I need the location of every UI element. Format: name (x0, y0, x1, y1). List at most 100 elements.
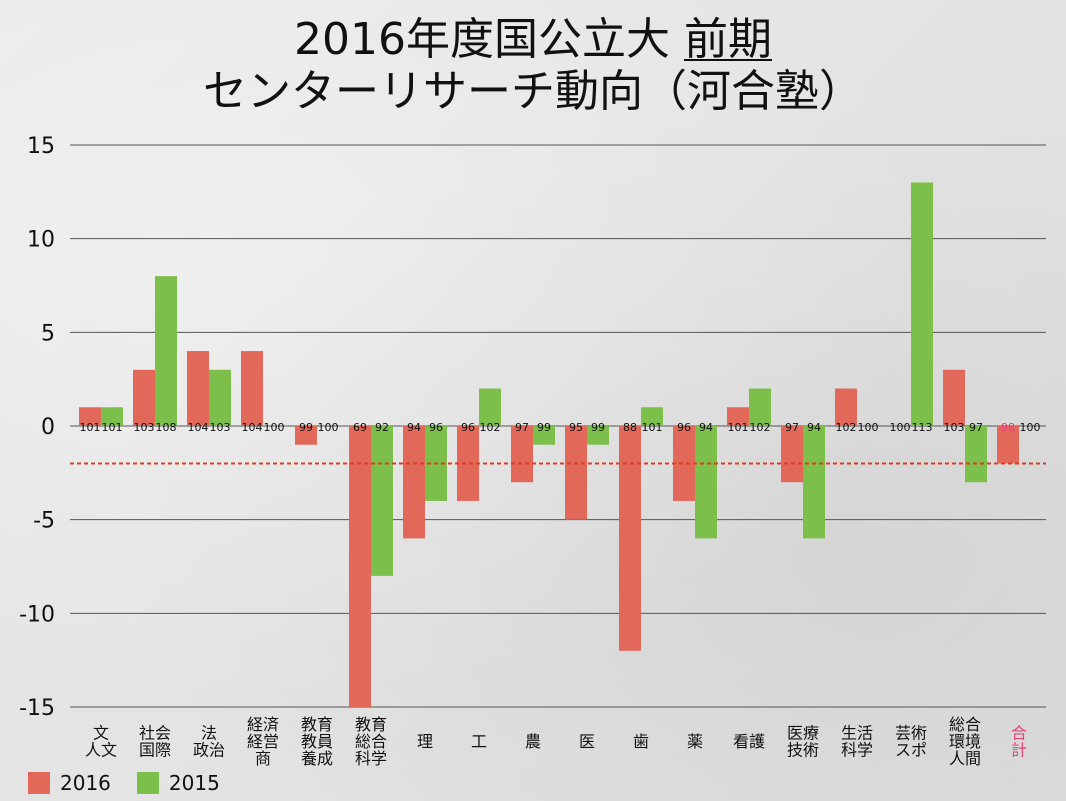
bar-2016 (673, 426, 695, 501)
data-label-2016: 99 (299, 421, 313, 434)
category-label: 総合 (355, 732, 387, 751)
data-label-2015: 100 (318, 421, 339, 434)
category-label: 教員 (301, 732, 333, 751)
category-label: 経営 (247, 732, 279, 751)
bar-2015 (641, 407, 663, 426)
category-label: 人間 (949, 749, 981, 768)
data-label-2015: 100 (1020, 421, 1041, 434)
category-label: 総合 (949, 715, 981, 734)
bar-2016 (241, 351, 263, 426)
legend: 2016 2015 (28, 770, 246, 796)
bar-2015 (749, 388, 771, 426)
data-label-2015: 101 (642, 421, 663, 434)
data-label-2016: 88 (623, 421, 637, 434)
bar-2016 (727, 407, 749, 426)
category-label: 国際 (139, 741, 171, 760)
category-label: 社会 (139, 724, 171, 743)
data-label-2016: 96 (461, 421, 475, 434)
legend-swatch-2015 (136, 772, 159, 794)
bar-2015 (209, 369, 231, 426)
data-label-2016: 97 (515, 421, 529, 434)
category-label: 法 (201, 724, 217, 743)
category-label: 生活 (841, 724, 873, 743)
bar-2015 (155, 276, 177, 426)
category-label: 科学 (841, 741, 873, 760)
bar-2016 (187, 351, 209, 426)
category-label: 歯 (633, 732, 649, 751)
data-label-2015: 108 (156, 421, 177, 434)
y-tick-label: -10 (19, 602, 55, 627)
bar-2015 (101, 407, 123, 426)
data-label-2015: 94 (807, 421, 821, 434)
category-label: 理 (417, 732, 433, 751)
category-label: 教育 (355, 715, 387, 734)
bar-2015 (803, 426, 825, 539)
bar-2015 (371, 426, 393, 576)
data-label-2015: 113 (912, 421, 933, 434)
bar-2016 (79, 407, 101, 426)
y-tick-label: -15 (19, 696, 55, 721)
y-tick-label: 15 (27, 134, 55, 159)
bar-2015 (587, 426, 609, 445)
category-label: 薬 (687, 732, 703, 751)
category-label: 合 (1011, 724, 1027, 743)
legend-item-2016: 2016 (28, 771, 111, 795)
bar-2016 (403, 426, 425, 539)
data-label-2016: 103 (944, 421, 965, 434)
bar-2016 (835, 388, 857, 426)
data-label-2015: 97 (969, 421, 983, 434)
category-label: 科学 (355, 749, 387, 768)
legend-swatch-2016 (28, 772, 50, 794)
data-label-2015: 100 (264, 421, 285, 434)
category-label: 人文 (85, 741, 117, 760)
category-label: 技術 (787, 741, 819, 760)
data-label-2015: 102 (480, 421, 501, 434)
category-label: 農 (525, 732, 541, 751)
bar-2016 (943, 369, 965, 426)
bar-2016 (295, 426, 317, 445)
category-label: 文 (93, 724, 109, 743)
title-prefix: 2016年度国公立大 (294, 14, 684, 65)
bar-2015 (479, 388, 501, 426)
category-label: 看護 (733, 732, 765, 751)
bar-2016 (349, 426, 371, 707)
data-label-2016: 102 (836, 421, 857, 434)
data-label-2016: 100 (890, 421, 911, 434)
data-label-2015: 103 (210, 421, 231, 434)
category-label: 計 (1011, 741, 1027, 760)
category-label: 商 (255, 749, 271, 768)
category-label: 芸術 (895, 724, 927, 743)
category-label: 医 (579, 732, 595, 751)
data-label-2015: 102 (750, 421, 771, 434)
data-label-2016: 101 (728, 421, 749, 434)
bar-2016 (997, 426, 1019, 464)
legend-label-2016: 2016 (60, 771, 111, 795)
data-label-2015: 92 (375, 421, 389, 434)
y-tick-label: -5 (33, 509, 55, 534)
bar-2015 (695, 426, 717, 539)
bar-2016 (619, 426, 641, 651)
legend-item-2015: 2015 (136, 771, 220, 795)
data-label-2016: 103 (134, 421, 155, 434)
category-label: 工 (471, 732, 487, 751)
data-label-2015: 101 (102, 421, 123, 434)
data-label-2016: 101 (80, 421, 101, 434)
data-label-2015: 99 (591, 421, 605, 434)
category-label: 養成 (301, 749, 333, 768)
category-label: スポ (895, 741, 927, 760)
category-label: 医療 (787, 724, 819, 743)
data-label-2015: 100 (858, 421, 879, 434)
title-underlined: 前期 (683, 14, 772, 65)
bar-2015 (911, 182, 933, 426)
category-label: 経済 (247, 715, 279, 734)
data-label-2016: 97 (785, 421, 799, 434)
data-label-2016: 94 (407, 421, 421, 434)
bar-2016 (565, 426, 587, 520)
data-label-2015: 99 (537, 421, 551, 434)
data-label-2016: 95 (569, 421, 583, 434)
category-label: 教育 (301, 715, 333, 734)
y-tick-label: 5 (41, 321, 55, 346)
legend-label-2015: 2015 (168, 771, 220, 795)
chart-title-line1: 2016年度国公立大 前期 (0, 14, 1066, 66)
